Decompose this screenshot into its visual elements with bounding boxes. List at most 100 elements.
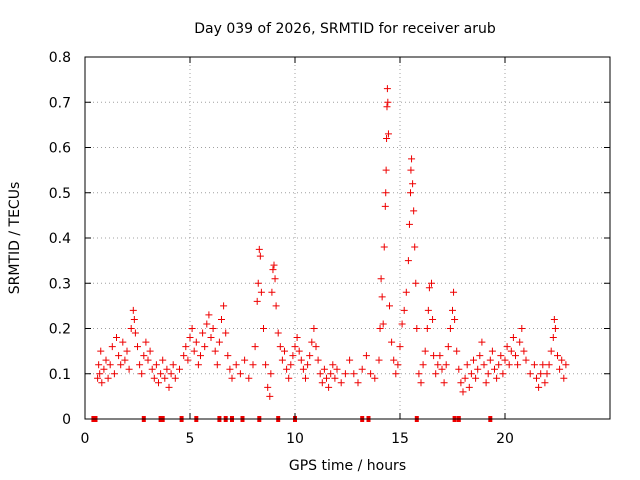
- data-point: [337, 379, 345, 387]
- data-point: [457, 379, 465, 387]
- data-point: [245, 374, 253, 382]
- data-point: [285, 374, 293, 382]
- data-point: [142, 338, 150, 346]
- data-point: [550, 315, 558, 323]
- data-point: [539, 361, 547, 369]
- data-point: [130, 315, 138, 323]
- data-point: [287, 361, 295, 369]
- data-point: [412, 279, 420, 287]
- data-point: [167, 370, 175, 378]
- data-point: [478, 338, 486, 346]
- data-point: [522, 356, 530, 364]
- data-point: [390, 356, 398, 364]
- data-point: [499, 370, 507, 378]
- data-point: [190, 347, 198, 355]
- data-point: [262, 361, 270, 369]
- data-point: [148, 365, 156, 373]
- data-point: [444, 343, 452, 351]
- data-point: [95, 361, 103, 369]
- data-point: [220, 302, 228, 310]
- data-point: [97, 347, 105, 355]
- data-point: [446, 325, 454, 332]
- data-point: [488, 347, 496, 355]
- data-point: [512, 352, 519, 360]
- data-point: [125, 365, 133, 373]
- data-point: [434, 361, 442, 369]
- data-point: [318, 379, 326, 387]
- data-point: [421, 347, 429, 355]
- data-point: [297, 356, 305, 364]
- data-point: [289, 352, 297, 360]
- data-point: [266, 392, 274, 400]
- data-point: [516, 338, 524, 346]
- data-point: [209, 325, 217, 332]
- data-point: [186, 334, 194, 342]
- y-tick-label: 0.4: [49, 231, 71, 247]
- data-point: [558, 356, 566, 364]
- data-point: [377, 275, 385, 283]
- data-point: [272, 302, 280, 310]
- data-point: [419, 361, 427, 369]
- data-point: [144, 356, 152, 364]
- y-tick-label: 0.6: [49, 141, 71, 157]
- data-point: [459, 388, 467, 396]
- data-point: [451, 315, 459, 323]
- data-point: [299, 365, 307, 373]
- data-point: [257, 288, 265, 296]
- data-point: [121, 356, 129, 364]
- data-point: [476, 352, 484, 360]
- data-point: [453, 347, 461, 355]
- data-point: [236, 370, 244, 378]
- data-point: [428, 279, 435, 287]
- data-point: [382, 189, 390, 197]
- data-point: [115, 352, 123, 360]
- data-point: [474, 365, 482, 373]
- data-point: [106, 361, 114, 369]
- data-point: [383, 103, 391, 111]
- data-point: [442, 361, 450, 369]
- data-point: [354, 379, 362, 387]
- data-point: [150, 374, 158, 382]
- data-point: [184, 356, 192, 364]
- data-point: [425, 284, 433, 292]
- data-point: [415, 370, 423, 378]
- data-point: [386, 302, 393, 310]
- data-point: [341, 370, 349, 378]
- data-point: [514, 361, 522, 369]
- data-point: [432, 370, 440, 378]
- data-point: [463, 361, 471, 369]
- data-point: [408, 155, 416, 163]
- data-point: [171, 374, 179, 382]
- data-point: [218, 315, 225, 323]
- data-point: [131, 329, 139, 337]
- data-point: [509, 334, 517, 342]
- data-point: [465, 383, 473, 391]
- data-point: [312, 343, 320, 351]
- data-point: [201, 343, 209, 351]
- data-point: [159, 356, 167, 364]
- data-point: [264, 383, 272, 391]
- data-point: [543, 370, 551, 378]
- data-point: [501, 356, 509, 364]
- axis-ticks: 0 5 10 15 20 0 0.1 0.2 0.3 0.4 0.5 0.6 0.7 0.8: [49, 50, 610, 447]
- data-point: [161, 374, 169, 382]
- data-point: [472, 374, 480, 382]
- data-point: [100, 365, 108, 373]
- data-point: [293, 334, 301, 342]
- data-point: [108, 343, 116, 351]
- data-point: [94, 374, 102, 382]
- data-point: [383, 85, 391, 93]
- data-point: [304, 361, 312, 369]
- data-point: [176, 365, 183, 373]
- data-point: [405, 220, 413, 228]
- y-tick-label: 0.1: [49, 367, 71, 383]
- data-point: [537, 370, 545, 378]
- data-point: [253, 297, 261, 305]
- grid-lines: [85, 57, 610, 419]
- data-point: [404, 257, 412, 265]
- data-point: [205, 311, 213, 319]
- data-point: [127, 325, 135, 332]
- data-point: [269, 266, 277, 274]
- data-point: [211, 347, 219, 355]
- data-point: [467, 370, 475, 378]
